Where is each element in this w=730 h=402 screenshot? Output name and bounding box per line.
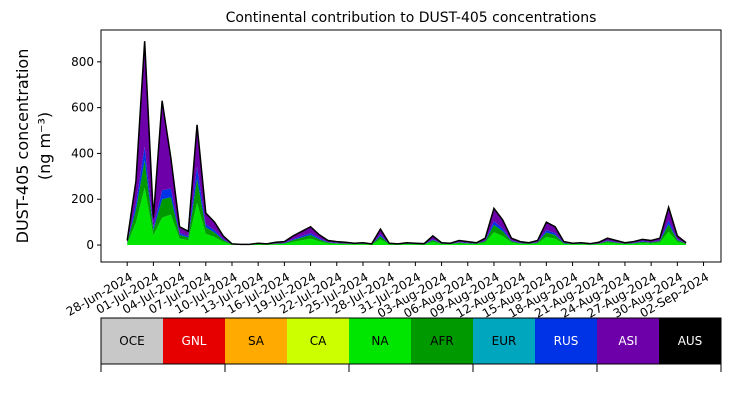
y-axis-label: (ng m⁻³) — [35, 112, 54, 180]
area — [127, 146, 687, 245]
legend-label: AUS — [678, 334, 703, 348]
legend-swatch — [287, 318, 349, 364]
y-tick-label: 200 — [71, 192, 94, 206]
legend-label: GNL — [182, 334, 207, 348]
legend-label: SA — [248, 334, 265, 348]
y-tick-label: 400 — [71, 146, 94, 160]
legend-swatch — [349, 318, 411, 364]
legend-swatch — [411, 318, 473, 364]
legend-label: CA — [310, 334, 327, 348]
area — [127, 160, 687, 245]
legend-label: AFR — [430, 334, 453, 348]
legend-swatch — [535, 318, 597, 364]
legend-label: OCE — [119, 334, 144, 348]
legend: OCE GNL SA CA NA AFR EUR RUS ASI AUS — [100, 317, 722, 372]
legend-label: EUR — [492, 334, 517, 348]
legend-label: NA — [371, 334, 389, 348]
axes-frame — [100, 29, 722, 263]
legend-swatch — [473, 318, 535, 364]
legend-frame — [100, 317, 722, 365]
legend-swatch — [101, 318, 163, 364]
y-tick-label: 0 — [86, 238, 94, 252]
area — [127, 187, 687, 246]
area — [127, 41, 687, 245]
legend-label: ASI — [618, 334, 637, 348]
legend-swatch — [225, 318, 287, 364]
legend-swatch — [163, 318, 225, 364]
y-tick-label: 800 — [71, 55, 94, 69]
area — [126, 41, 687, 246]
legend-swatch — [597, 318, 659, 364]
legend-label: RUS — [554, 334, 579, 348]
y-tick-label: 600 — [71, 101, 94, 115]
legend-swatch — [659, 318, 721, 364]
plot-area — [126, 41, 687, 246]
y-axis-label: DUST-405 concentration — [13, 49, 32, 244]
chart-title: Continental contribution to DUST-405 con… — [226, 10, 597, 26]
